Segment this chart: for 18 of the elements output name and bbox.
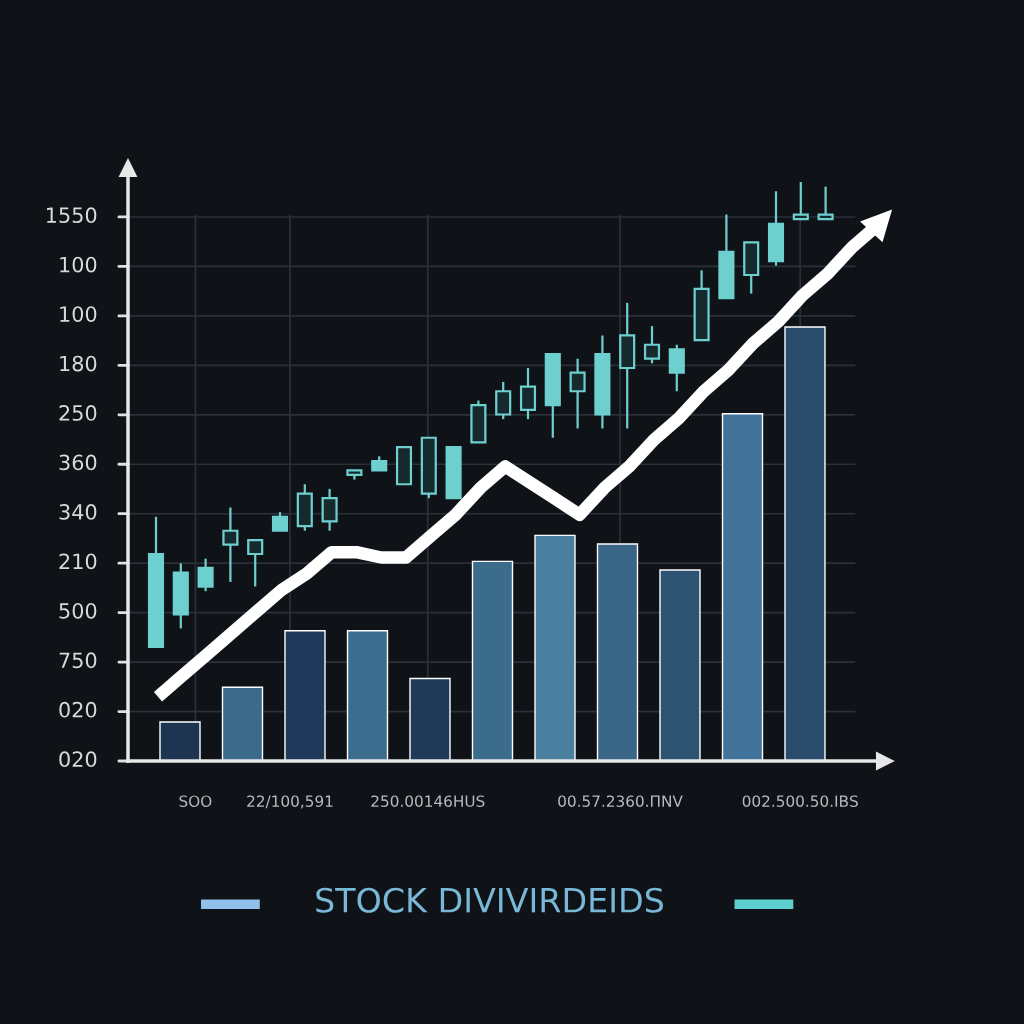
text: 360: [59, 454, 97, 471]
text: 750: [59, 652, 97, 669]
text: SOO: [179, 795, 212, 807]
text: 020: [59, 751, 97, 768]
text: 250.00146HUS: [371, 795, 485, 807]
text: 00.57.2360.ΠNV: [558, 795, 683, 807]
text: STOCK DIVIVIRDEIDS: [316, 887, 664, 913]
text: 22/100,591: [247, 795, 333, 809]
text: 1550: [46, 207, 97, 224]
text: 500: [59, 602, 97, 619]
text: 002.500.50.ΙΒS: [742, 795, 858, 807]
text: 180: [60, 355, 97, 372]
text: 250: [59, 405, 97, 421]
text: 100: [60, 306, 97, 322]
text: 020: [59, 701, 97, 718]
text: 210: [59, 553, 97, 570]
text: 100: [60, 256, 97, 273]
text: 340: [59, 504, 97, 520]
